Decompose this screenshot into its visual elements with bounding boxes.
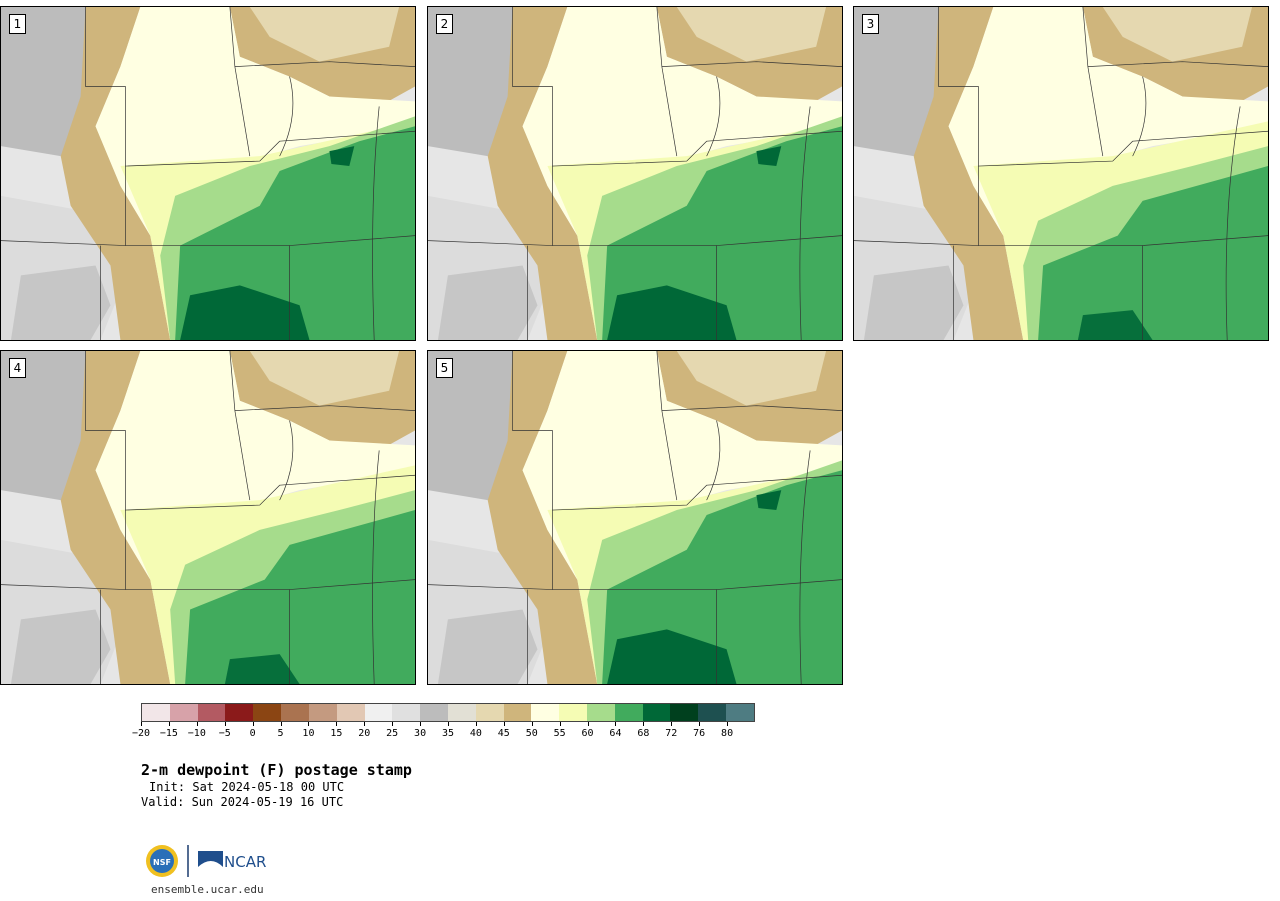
colorbar-ticks: −20 −15 −10 −5 0 5 10 15 20 25 30 35 40 45 50 55 60 64 68 7… xyxy=(132,722,755,742)
colorbar-swatch xyxy=(670,704,699,721)
colorbar-tick-label: 72 xyxy=(665,728,678,739)
colorbar-tick xyxy=(643,722,645,726)
valid-time: Valid: Sun 2024-05-19 16 UTC xyxy=(141,795,344,809)
dewpoint-map xyxy=(1,7,415,340)
colorbar-tick xyxy=(531,722,533,726)
member-label: 3 xyxy=(862,14,879,34)
colorbar-tick-label: −15 xyxy=(159,728,178,739)
colorbar-swatch xyxy=(587,704,615,721)
colorbar-tick xyxy=(336,722,338,726)
colorbar-swatch xyxy=(336,704,365,721)
colorbar-tick-label: 20 xyxy=(358,728,371,739)
colorbar-tick-label: 45 xyxy=(497,728,510,739)
colorbar-swatch xyxy=(447,704,476,721)
colorbar-tick-label: 68 xyxy=(637,728,650,739)
colorbar-swatch xyxy=(642,704,671,721)
colorbar-swatch xyxy=(614,704,643,721)
colorbar-tick-label: 60 xyxy=(581,728,594,739)
colorbar-tick xyxy=(252,722,254,726)
colorbar-swatch xyxy=(281,704,309,721)
member-label: 1 xyxy=(9,14,26,34)
colorbar-swatch xyxy=(475,704,504,721)
dewpoint-map xyxy=(854,7,1268,340)
member-map-1[interactable]: 1 xyxy=(0,6,416,341)
colorbar-swatch xyxy=(503,704,532,721)
colorbar-tick xyxy=(168,722,170,726)
colorbar-swatch xyxy=(531,704,560,721)
colorbar-tick xyxy=(587,722,589,726)
nsf-logo-text: NSF xyxy=(153,858,171,867)
colorbar-swatch xyxy=(392,704,421,721)
member-map-5[interactable]: 5 xyxy=(427,350,843,685)
colorbar-tick xyxy=(280,722,282,726)
colorbar-tick xyxy=(475,722,477,726)
dewpoint-map xyxy=(1,351,415,684)
colorbar-tick xyxy=(559,722,561,726)
colorbar-tick-label: 10 xyxy=(302,728,315,739)
member-map-2[interactable]: 2 xyxy=(427,6,843,341)
colorbar-tick xyxy=(308,722,310,726)
website-url: ensemble.ucar.edu xyxy=(151,883,264,896)
colorbar-swatch xyxy=(225,704,254,721)
colorbar-tick-label: 76 xyxy=(693,728,706,739)
colorbar-swatch xyxy=(197,704,226,721)
colorbar-tick-label: 55 xyxy=(553,728,566,739)
colorbar-tick-label: 5 xyxy=(277,728,284,739)
colorbar-swatch xyxy=(364,704,393,721)
dewpoint-map xyxy=(428,7,842,340)
colorbar-tick-label: 64 xyxy=(609,728,622,739)
member-label: 4 xyxy=(9,358,26,378)
init-time: Init: Sat 2024-05-18 00 UTC xyxy=(149,780,345,794)
colorbar-tick-label: 30 xyxy=(414,728,427,739)
colorbar-tick-label: 0 xyxy=(249,728,256,739)
member-label: 5 xyxy=(436,358,453,378)
colorbar-tick xyxy=(224,722,226,726)
member-map-4[interactable]: 4 xyxy=(0,350,416,685)
colorbar-tick-label: 40 xyxy=(469,728,482,739)
colorbar-tick xyxy=(364,722,366,726)
colorbar-tick xyxy=(420,722,422,726)
colorbar-tick xyxy=(392,722,394,726)
colorbar-tick xyxy=(727,722,729,726)
logo-group: NSF NCAR xyxy=(145,843,275,881)
ncar-logo-text: NCAR xyxy=(224,853,266,871)
colorbar-tick-label: −5 xyxy=(218,728,231,739)
colorbar-swatch xyxy=(253,704,282,721)
dewpoint-map xyxy=(428,351,842,684)
colorbar-tick-label: 25 xyxy=(386,728,399,739)
colorbar-tick xyxy=(671,722,673,726)
member-map-3[interactable]: 3 xyxy=(853,6,1269,341)
colorbar-tick xyxy=(448,722,449,726)
colorbar-swatch xyxy=(698,704,727,721)
colorbar-tick xyxy=(699,722,701,726)
colorbar-tick-label: −10 xyxy=(187,728,206,739)
colorbar-swatch xyxy=(169,704,198,721)
colorbar-swatch xyxy=(420,704,448,721)
plot-title: 2-m dewpoint (F) postage stamp xyxy=(141,761,412,779)
colorbar-swatch xyxy=(308,704,337,721)
colorbar-tick-label: 50 xyxy=(525,728,538,739)
colorbar-tick xyxy=(196,722,198,726)
colorbar-tick-label: −20 xyxy=(131,728,151,739)
colorbar xyxy=(141,703,755,722)
colorbar-tick-label: 15 xyxy=(330,728,343,739)
colorbar-swatch xyxy=(559,704,587,721)
colorbar-tick xyxy=(141,722,142,726)
colorbar-swatch xyxy=(726,704,754,721)
member-label: 2 xyxy=(436,14,453,34)
colorbar-tick-label: 80 xyxy=(721,728,734,739)
colorbar-tick-label: 35 xyxy=(441,728,455,739)
colorbar-tick xyxy=(503,722,505,726)
colorbar-swatch xyxy=(142,704,170,721)
nsf-logo-icon: NSF xyxy=(146,845,178,877)
colorbar-tick xyxy=(615,722,617,726)
ncar-logo-icon: NCAR xyxy=(198,851,266,871)
